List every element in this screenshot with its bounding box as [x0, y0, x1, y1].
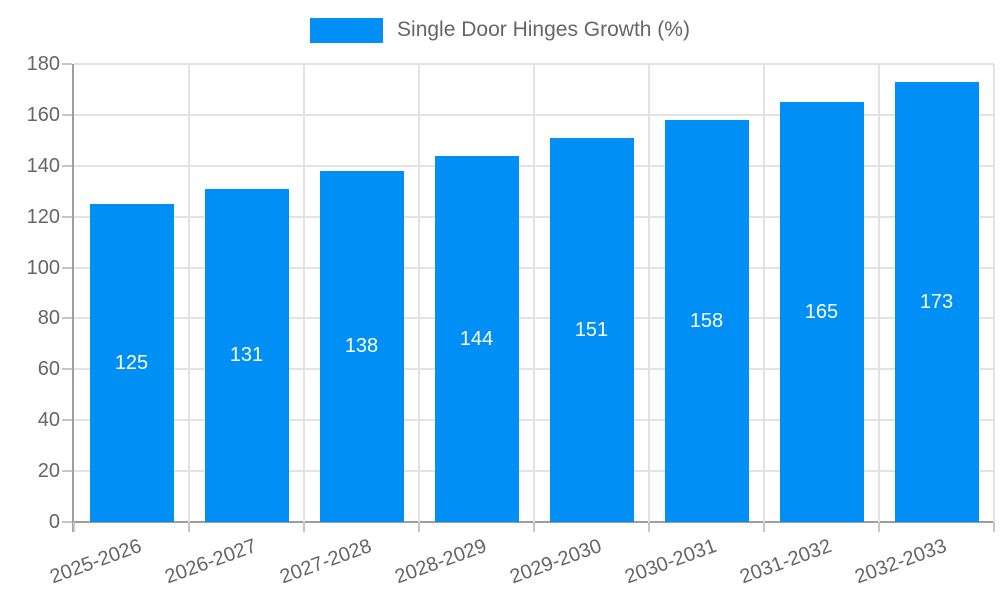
gridline-x [763, 64, 765, 522]
bar[interactable] [894, 81, 979, 522]
x-tick-mark [533, 522, 535, 532]
gridline-x [648, 64, 650, 522]
bar[interactable] [779, 102, 864, 522]
bar[interactable] [319, 170, 404, 522]
y-axis-tick-label: 0 [48, 511, 60, 533]
y-axis-tick-label: 40 [37, 409, 60, 432]
x-axis-tick-label: 2031-2032 [736, 534, 835, 589]
y-axis-tick-label: 140 [26, 154, 60, 177]
x-axis-tick-label: 2028-2029 [391, 534, 490, 589]
y-tick-mark [62, 521, 72, 523]
y-axis-tick-label: 60 [37, 358, 60, 381]
x-axis-tick-label: 2032-2033 [851, 534, 950, 589]
x-axis-tick-label: 2030-2031 [621, 534, 720, 589]
y-axis-tick-label: 20 [37, 460, 60, 483]
y-tick-mark [62, 164, 72, 167]
y-tick-mark [62, 419, 72, 422]
x-axis-label-anchor: 2031-2032 [731, 534, 834, 588]
legend-swatch-icon [310, 17, 384, 43]
y-tick-mark [62, 266, 72, 269]
y-axis-tick-label: 80 [37, 307, 60, 330]
y-tick-mark [62, 113, 72, 116]
gridline-x [993, 64, 995, 522]
x-tick-mark [188, 522, 190, 532]
x-axis-label-anchor: 2025-2026 [41, 534, 144, 588]
x-tick-mark [73, 522, 75, 532]
gridline-x [188, 64, 190, 522]
y-tick-mark [62, 368, 72, 371]
x-axis-label-anchor: 2026-2027 [156, 534, 259, 588]
x-tick-mark [648, 522, 650, 532]
x-tick-mark [303, 522, 305, 532]
bar[interactable] [664, 119, 749, 522]
bar[interactable] [89, 203, 174, 522]
x-axis-label-anchor: 2030-2031 [616, 534, 719, 588]
x-axis-tick-label: 2029-2030 [506, 534, 605, 589]
y-axis-line [72, 64, 74, 532]
x-axis-label-anchor: 2027-2028 [271, 534, 374, 588]
bar[interactable] [434, 155, 519, 522]
x-tick-mark [763, 522, 765, 532]
y-tick-mark [62, 63, 72, 65]
gridline-x [418, 64, 420, 522]
plot-area: 0 20 40 60 80 100 120 140 160 180 125 2025-2026 131 2… [27, 53, 995, 588]
y-axis-tick-label: 100 [26, 256, 60, 279]
legend-label: Single Door Hinges Growth (%) [397, 18, 690, 41]
x-axis-label-anchor: 2032-2033 [846, 534, 949, 588]
x-axis-label-anchor: 2028-2029 [386, 534, 489, 588]
x-axis-tick-label: 2027-2028 [276, 534, 375, 589]
y-tick-mark [62, 215, 72, 218]
y-axis-tick-label: 120 [26, 205, 60, 228]
gridline-x [303, 64, 305, 522]
bar[interactable] [549, 137, 634, 522]
x-axis-label-anchor: 2029-2030 [501, 534, 604, 588]
y-axis-tick-label: 160 [26, 103, 60, 126]
gridline-x [533, 64, 535, 522]
x-axis-tick-label: 2026-2027 [161, 534, 260, 589]
y-tick-mark [62, 470, 72, 473]
x-tick-mark [993, 522, 995, 532]
y-axis-tick-label: 180 [26, 53, 60, 75]
x-tick-mark [418, 522, 420, 532]
legend-item[interactable]: Single Door Hinges Growth (%) [0, 14, 1000, 46]
x-tick-mark [878, 522, 880, 532]
x-axis-tick-label: 2025-2026 [46, 534, 145, 589]
bar[interactable] [204, 188, 289, 522]
y-tick-mark [62, 317, 72, 320]
gridline-x [878, 64, 880, 522]
